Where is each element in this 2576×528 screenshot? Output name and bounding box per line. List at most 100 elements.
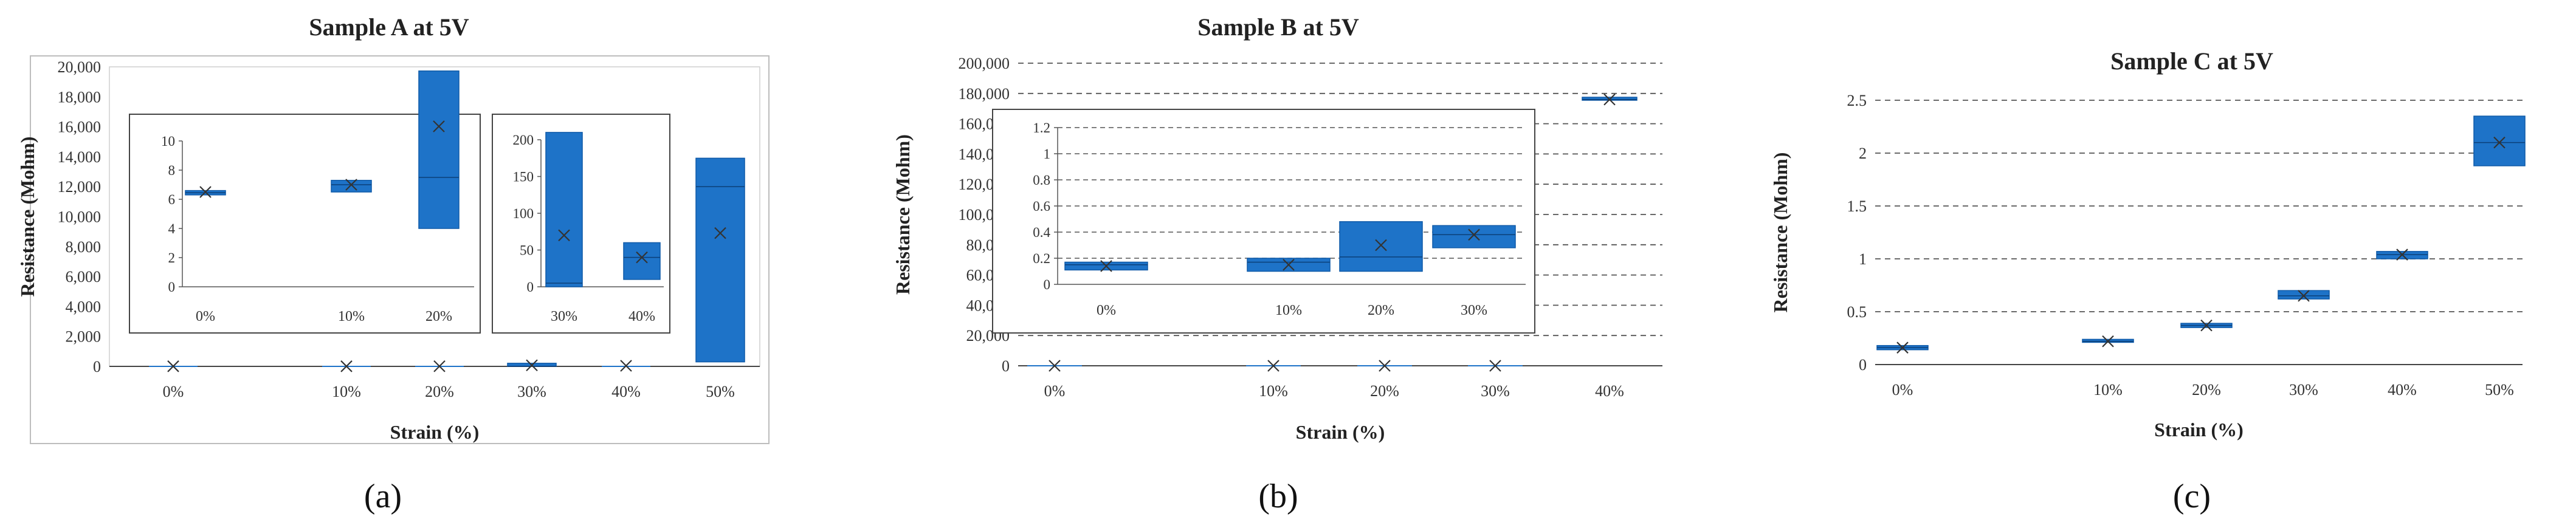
main-mean-marker-0 — [1896, 341, 1909, 354]
y-tick-label-4: 8,000 — [66, 238, 102, 256]
inset-y-tick-label-5: 1 — [1044, 146, 1051, 162]
y-tick-label-5: 2.5 — [1847, 92, 1867, 109]
main-mean-marker-2 — [2200, 319, 2213, 332]
x-tick-label-2: 20% — [1370, 382, 1399, 400]
x-tick-label-0: 0% — [163, 383, 184, 400]
inset-y-tick-label-2: 0.4 — [1033, 225, 1050, 240]
inset-y-tick-label-0: 0 — [168, 279, 176, 295]
x-tick-label-3: 30% — [2289, 381, 2318, 399]
y-tick-label-10: 200,000 — [959, 55, 1010, 72]
main-mean-marker-0 — [167, 360, 179, 372]
main-box-5 — [2473, 115, 2526, 166]
panel-label: (b) — [1258, 478, 1298, 515]
inset-1-mean-marker-0 — [558, 229, 570, 242]
y-tick-label-9: 180,000 — [959, 85, 1010, 103]
y-tick-label-1: 2,000 — [66, 328, 102, 346]
inset-1-box-0 — [545, 132, 583, 287]
x-tick-label-5: 50% — [706, 383, 735, 400]
main-mean-marker-3 — [1489, 360, 1501, 372]
y-tick-label-0: 0 — [1859, 356, 1867, 374]
x-tick-label-0: 0% — [1044, 382, 1066, 400]
y-tick-label-7: 14,000 — [58, 148, 102, 166]
chart-panel-0: Sample A at 5V 0 2,000 4,000 6,000 8,000 10,00… — [16, 13, 770, 515]
chart-title: Sample C at 5V — [2110, 47, 2273, 75]
inset-x-tick-label-0: 30% — [551, 309, 577, 324]
main-box-5 — [695, 157, 745, 363]
main-mean-marker-5 — [714, 227, 726, 239]
inset-x-tick-label-2: 20% — [425, 309, 452, 324]
y-tick-label-5: 10,000 — [58, 208, 102, 226]
x-tick-label-1: 10% — [2093, 381, 2123, 399]
inset-x-tick-label-1: 40% — [629, 309, 655, 324]
y-tick-label-2: 4,000 — [66, 298, 102, 315]
inset-x-tick-label-1: 10% — [1275, 303, 1302, 318]
x-tick-label-2: 20% — [2192, 381, 2221, 399]
x-tick-label-3: 30% — [1481, 382, 1510, 400]
main-mean-marker-2 — [433, 360, 446, 372]
x-axis-label: Strain (%) — [2154, 419, 2244, 441]
inset-0: 0 2 4 6 8 10 0% 10% 20% — [129, 70, 481, 334]
chart-panel-2: Sample C at 5V 0 0.5 1 1.5 2 2.5 0% 10% 20% 30% 40%… — [1769, 47, 2526, 515]
chart-title: Sample A at 5V — [309, 13, 469, 41]
main-mean-marker-1 — [340, 360, 353, 372]
inset-y-tick-label-3: 0.6 — [1033, 199, 1050, 214]
chart-title: Sample B at 5V — [1197, 13, 1359, 41]
inset-0-mean-marker-1 — [345, 179, 357, 191]
y-tick-label-0: 0 — [93, 358, 101, 375]
inset-y-tick-label-3: 150 — [513, 170, 534, 185]
x-tick-label-4: 40% — [2388, 381, 2417, 399]
inset-x-tick-label-3: 30% — [1461, 303, 1487, 318]
inset-y-tick-label-5: 10 — [161, 134, 175, 149]
x-tick-label-4: 40% — [611, 383, 641, 400]
x-tick-label-3: 30% — [517, 383, 546, 400]
chart-panel-1: Sample B at 5V020,00040,00060,00080,0001… — [892, 13, 1662, 515]
inset-x-tick-label-1: 10% — [338, 309, 365, 324]
main-mean-marker-0 — [1049, 360, 1061, 372]
y-axis-label: Resistance (Mohm) — [892, 134, 914, 295]
x-axis-label: Strain (%) — [390, 421, 480, 443]
x-tick-label-2: 20% — [425, 383, 454, 400]
main-box-3 — [2278, 290, 2330, 300]
main-mean-marker-3 — [526, 359, 538, 372]
x-tick-label-5: 50% — [2485, 381, 2514, 399]
inset-1-box-1 — [623, 242, 661, 280]
inset-x-tick-label-0: 0% — [1097, 303, 1116, 318]
main-mean-marker-4 — [1603, 93, 1616, 106]
y-tick-label-3: 1.5 — [1847, 197, 1867, 215]
inset-y-tick-label-1: 50 — [520, 243, 534, 258]
main-mean-marker-5 — [2493, 136, 2505, 149]
inset-frame — [992, 109, 1535, 334]
y-tick-label-9: 18,000 — [58, 88, 102, 106]
y-tick-label-2: 1 — [1859, 250, 1867, 268]
main-mean-marker-2 — [1379, 360, 1391, 372]
x-tick-label-0: 0% — [1892, 381, 1913, 399]
y-axis-label: Resistance (Mohm) — [16, 137, 38, 297]
main-mean-marker-4 — [620, 360, 632, 372]
inset-0-mean-marker-0 — [1100, 260, 1112, 272]
inset-0-box-3 — [1432, 225, 1516, 249]
y-tick-label-10: 20,000 — [58, 58, 102, 76]
inset-y-tick-label-4: 8 — [168, 163, 176, 178]
inset-0: 0 0.2 0.4 0.6 0.8 1 1.2 0% 10% 20% 30% — [992, 109, 1535, 334]
x-tick-label-1: 10% — [332, 383, 361, 400]
inset-0-mean-marker-1 — [1283, 258, 1295, 271]
inset-0-mean-marker-3 — [1468, 228, 1480, 241]
inset-x-tick-label-0: 0% — [196, 309, 215, 324]
inset-0-box-1 — [331, 180, 372, 193]
inset-0-mean-marker-2 — [1375, 239, 1387, 252]
inset-y-tick-label-3: 6 — [168, 192, 176, 207]
inset-0-box-2 — [418, 70, 460, 229]
y-tick-label-1: 0.5 — [1847, 303, 1867, 321]
inset-y-tick-label-6: 1.2 — [1033, 120, 1050, 135]
y-tick-label-4: 2 — [1859, 145, 1867, 162]
x-tick-label-1: 10% — [1259, 382, 1288, 400]
inset-0-mean-marker-2 — [433, 120, 445, 132]
y-tick-label-3: 6,000 — [66, 268, 102, 286]
y-axis-label: Resistance (Mohm) — [1769, 153, 1791, 313]
inset-0-mean-marker-0 — [199, 186, 212, 198]
inset-y-tick-label-4: 200 — [513, 132, 534, 148]
inset-y-tick-label-1: 0.2 — [1033, 251, 1050, 266]
main-mean-marker-3 — [2298, 290, 2310, 302]
inset-y-tick-label-2: 100 — [513, 206, 534, 221]
